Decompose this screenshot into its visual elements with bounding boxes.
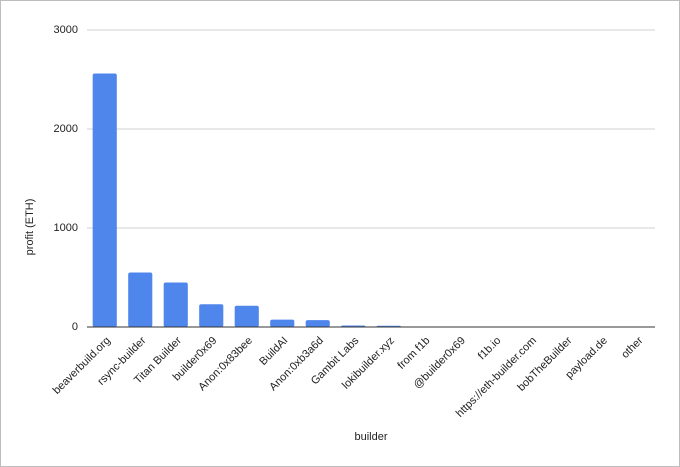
bar bbox=[270, 319, 295, 327]
y-tick-label: 0 bbox=[72, 321, 78, 333]
bar bbox=[199, 304, 224, 327]
bar bbox=[305, 320, 330, 327]
y-tick-label: 1000 bbox=[54, 222, 78, 234]
bar bbox=[234, 305, 259, 327]
bar bbox=[128, 272, 153, 327]
y-axis-title: profit (ETH) bbox=[24, 199, 36, 256]
x-axis-title: builder bbox=[354, 431, 387, 443]
y-tick-label: 2000 bbox=[54, 123, 78, 135]
y-tick-label: 3000 bbox=[54, 24, 78, 36]
bar bbox=[163, 282, 188, 327]
bar bbox=[92, 73, 117, 327]
